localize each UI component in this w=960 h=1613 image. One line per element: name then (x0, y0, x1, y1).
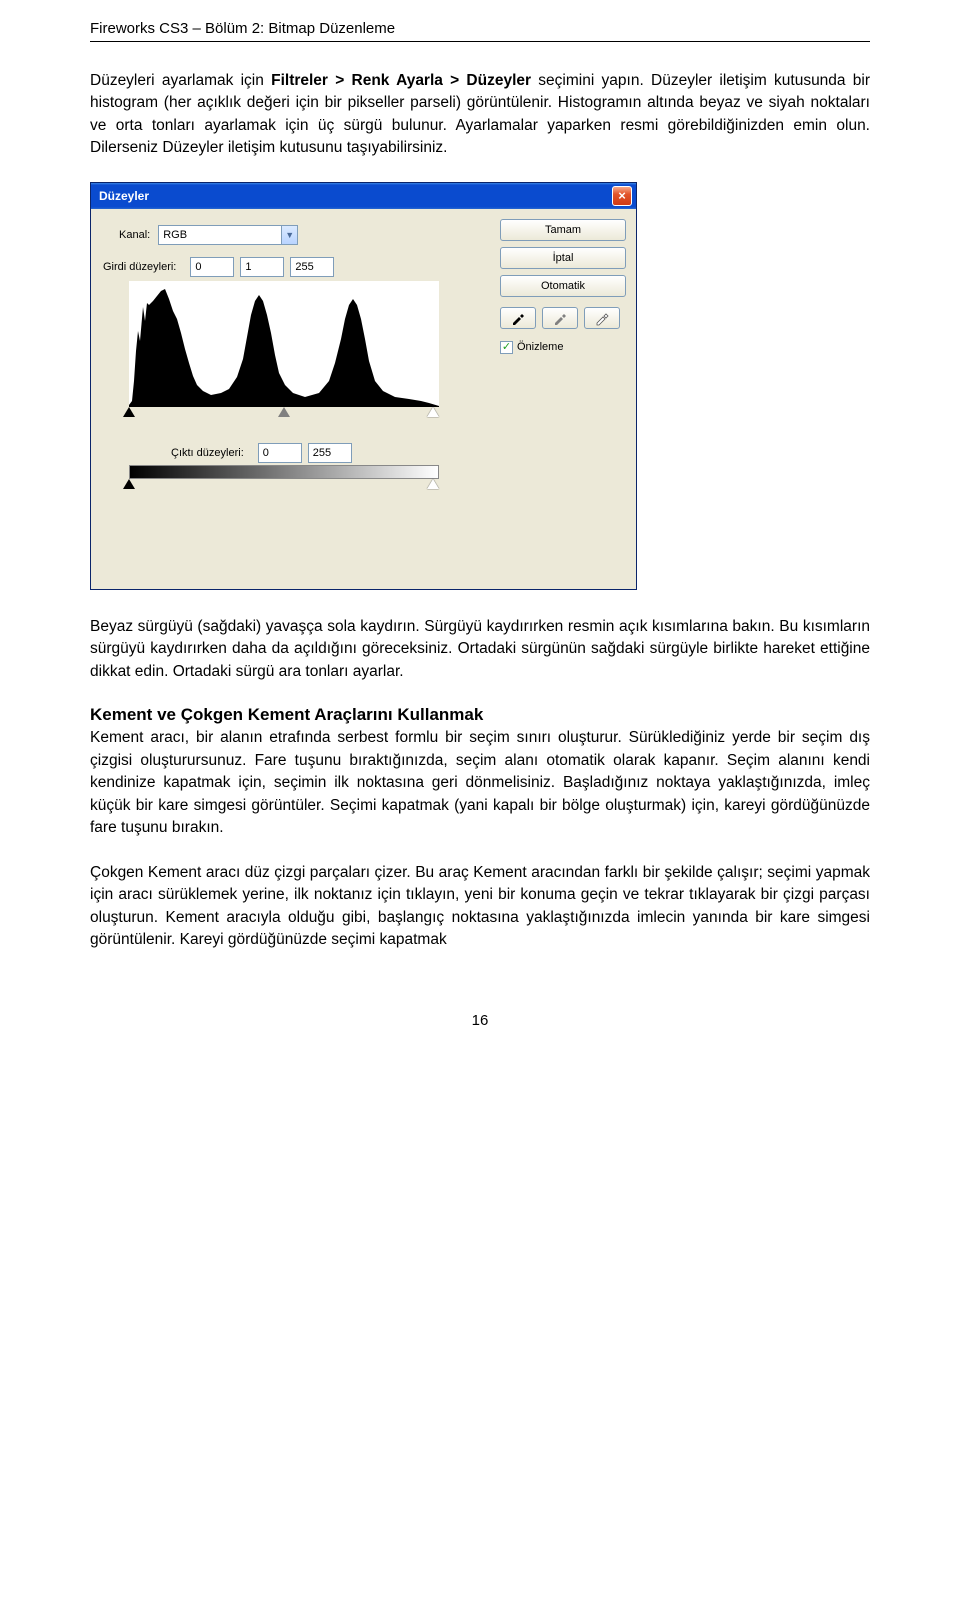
preview-row: ✓ Önizleme (500, 341, 626, 354)
paragraph-lasso: Kement aracı, bir alanın etrafında serbe… (90, 727, 870, 839)
preview-label: Önizleme (517, 341, 563, 353)
dialog-right-column: Tamam İptal Otomatik ✓ Önizleme (500, 219, 626, 354)
ok-button[interactable]: Tamam (500, 219, 626, 241)
close-button[interactable]: × (612, 186, 632, 206)
output-sliders (129, 479, 439, 493)
output-black-field[interactable]: 0 (258, 443, 302, 463)
input-levels-label: Girdi düzeyleri: (103, 261, 176, 273)
input-gamma-slider[interactable] (278, 407, 290, 417)
section-heading-lasso: Kement ve Çokgen Kement Araçlarını Kulla… (90, 705, 870, 725)
dialog-title: Düzeyler (99, 189, 149, 203)
output-white-field[interactable]: 255 (308, 443, 352, 463)
channel-label: Kanal: (119, 229, 150, 241)
chevron-down-icon[interactable]: ▼ (281, 226, 297, 244)
channel-value: RGB (163, 229, 187, 241)
output-levels-row: Çıktı düzeyleri: 0 255 (171, 443, 626, 463)
channel-combo[interactable]: RGB ▼ (158, 225, 298, 245)
output-black-slider[interactable] (123, 479, 135, 489)
dialog-titlebar[interactable]: Düzeyler × (91, 183, 636, 209)
input-sliders (129, 407, 439, 421)
output-gradient (129, 465, 439, 479)
input-white-field[interactable]: 255 (290, 257, 334, 277)
eyedropper-white-icon[interactable] (584, 307, 620, 329)
paragraph-white-slider: Beyaz sürgüyü (sağdaki) yavaşça sola kay… (90, 616, 870, 683)
histogram-container (129, 281, 439, 421)
auto-button[interactable]: Otomatik (500, 275, 626, 297)
paragraph-polygon-lasso: Çokgen Kement aracı düz çizgi parçaları … (90, 862, 870, 952)
para1-pre: Düzeyleri ayarlamak için (90, 72, 271, 89)
eyedropper-row (500, 307, 626, 329)
input-black-field[interactable]: 0 (190, 257, 234, 277)
page-header: Fireworks CS3 – Bölüm 2: Bitmap Düzenlem… (90, 20, 870, 42)
menu-path: Filtreler > Renk Ayarla > Düzeyler (271, 72, 531, 89)
eyedropper-gray-icon[interactable] (542, 307, 578, 329)
cancel-button[interactable]: İptal (500, 247, 626, 269)
histogram (129, 281, 439, 407)
output-white-slider[interactable] (427, 479, 439, 489)
paragraph-intro: Düzeyleri ayarlamak için Filtreler > Ren… (90, 70, 870, 160)
input-gamma-field[interactable]: 1 (240, 257, 284, 277)
levels-dialog: Düzeyler × Kanal: RGB ▼ Girdi düzeyleri:… (90, 182, 637, 590)
preview-checkbox[interactable]: ✓ (500, 341, 513, 354)
eyedropper-black-icon[interactable] (500, 307, 536, 329)
input-black-slider[interactable] (123, 407, 135, 417)
dialog-body: Kanal: RGB ▼ Girdi düzeyleri: 0 1 255 (91, 209, 636, 589)
input-white-slider[interactable] (427, 407, 439, 417)
page-number: 16 (90, 1012, 870, 1029)
output-levels-label: Çıktı düzeyleri: (171, 447, 244, 459)
